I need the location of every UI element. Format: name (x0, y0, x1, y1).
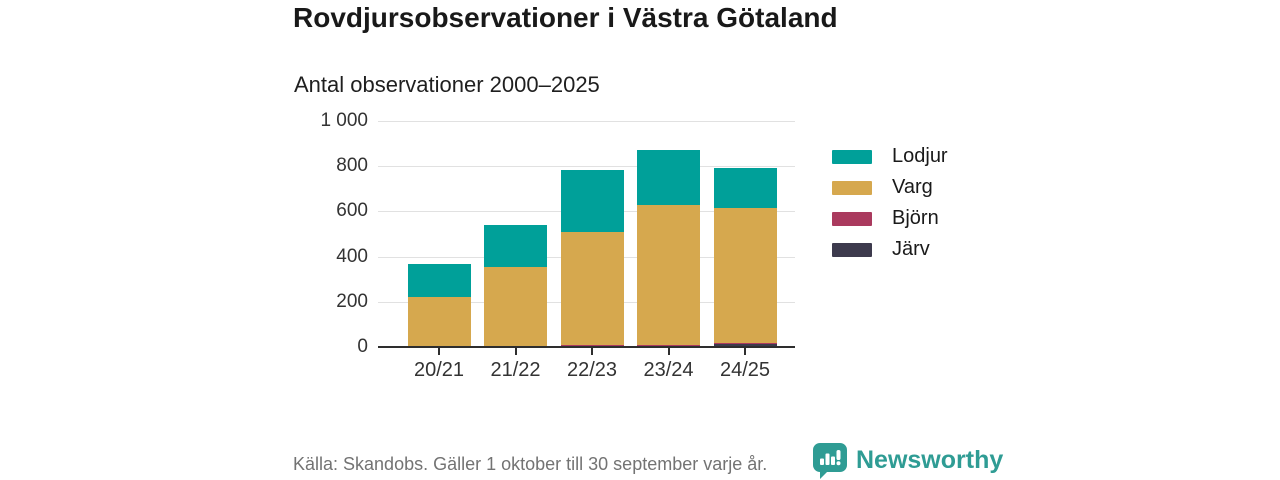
x-axis-tick (514, 348, 517, 355)
legend-swatch-varg (832, 180, 872, 195)
x-axis-tick-label: 20/21 (413, 359, 465, 381)
newsworthy-wordmark: Newsworthy (856, 446, 1004, 474)
y-axis-tick-label: 1 000 (320, 110, 368, 131)
legend-item-lodjur[interactable]: Lodjur (832, 141, 948, 172)
gridline-800 (378, 166, 795, 168)
y-axis-tick-label: 200 (336, 290, 368, 312)
legend-swatch-järv (832, 242, 872, 257)
x-axis-tick (438, 348, 440, 355)
x-axis-tick-label: 24/25 (719, 359, 771, 381)
y-axis-tick-label: 600 (336, 200, 368, 222)
x-axis-line (378, 346, 795, 348)
bar-segment-björn-24-25[interactable] (713, 343, 777, 345)
bar-segment-björn-23-24[interactable] (637, 344, 700, 346)
legend-item-järv[interactable]: Järv (832, 234, 948, 265)
bar-segment-lodjur-20-21[interactable] (407, 264, 471, 298)
x-axis-tick-label: 21/22 (490, 359, 541, 381)
bar-segment-björn-22-23[interactable] (560, 344, 624, 347)
bar-segment-varg-22-23[interactable] (560, 231, 624, 345)
x-axis-tick-label: 23/24 (643, 359, 694, 381)
bar-segment-varg-21-22[interactable] (484, 266, 547, 347)
legend-label: Björn (892, 207, 939, 229)
newsworthy-logo-icon (813, 443, 847, 479)
chart-subtitle: Antal observationer 2000–2025 (294, 72, 600, 97)
x-axis-tick (744, 348, 746, 355)
gridline-1000 (378, 121, 795, 122)
legend-item-björn[interactable]: Björn (832, 203, 948, 234)
x-axis-tick (667, 348, 670, 355)
chart-legend: Lodjur Varg Björn Järv (832, 141, 948, 265)
y-axis-tick-label: 400 (336, 245, 368, 267)
bar-segment-lodjur-23-24[interactable] (637, 150, 700, 205)
legend-label: Järv (892, 238, 930, 260)
legend-swatch-björn (832, 211, 872, 226)
legend-label: Varg (892, 176, 933, 198)
x-axis-tick-label: 22/23 (566, 359, 618, 381)
legend-swatch-lodjur (832, 149, 872, 164)
source-note: Källa: Skandobs. Gäller 1 oktober till 3… (293, 454, 768, 474)
bar-segment-lodjur-21-22[interactable] (484, 224, 547, 267)
bar-segment-varg-20-21[interactable] (407, 297, 471, 347)
bar-segment-varg-24-25[interactable] (713, 208, 777, 344)
x-axis-tick (591, 348, 593, 355)
page-title: Rovdjursobservationer i Västra Götaland (293, 2, 838, 33)
legend-label: Lodjur (892, 145, 948, 167)
bar-segment-varg-23-24[interactable] (637, 204, 700, 345)
newsworthy-brand[interactable]: Newsworthy (813, 443, 1003, 479)
bar-segment-lodjur-24-25[interactable] (713, 168, 777, 208)
bar-segment-lodjur-22-23[interactable] (560, 169, 624, 232)
legend-item-varg[interactable]: Varg (832, 172, 948, 203)
y-axis-tick-label: 0 (357, 336, 368, 357)
y-axis-tick-label: 800 (336, 155, 368, 177)
bar-segment-järv-24-25[interactable] (713, 344, 777, 347)
